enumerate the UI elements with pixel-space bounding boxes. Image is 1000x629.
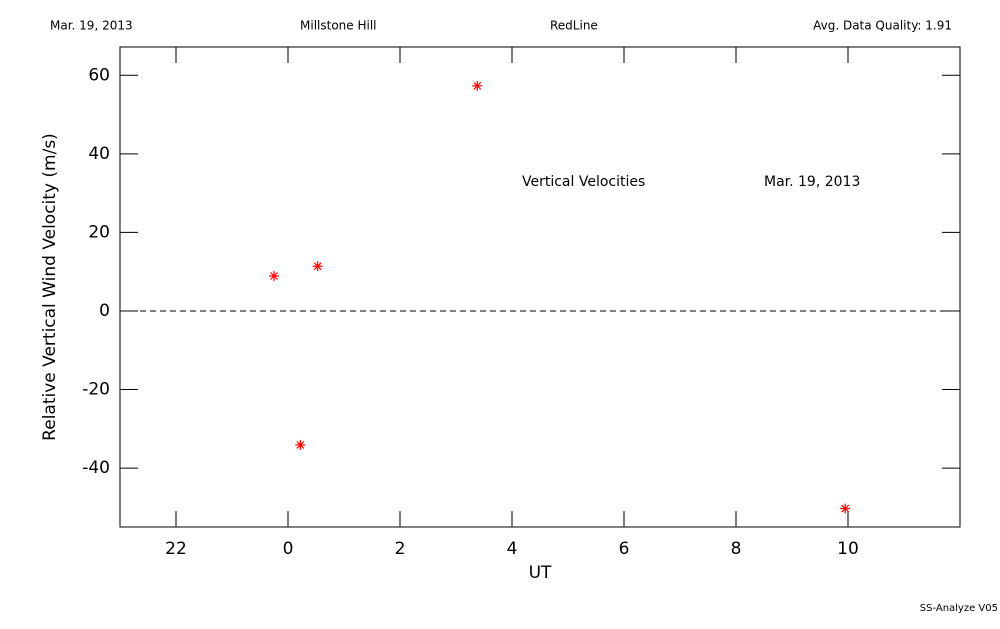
point-stroke	[296, 440, 305, 449]
point-stroke	[841, 504, 850, 513]
x-tick-label: 6	[619, 539, 630, 559]
point	[840, 503, 851, 514]
point-stroke	[473, 81, 482, 90]
point	[312, 261, 323, 272]
header-line: RedLine	[550, 19, 598, 33]
header-site: Millstone Hill	[300, 19, 376, 33]
y-tick-label: 0	[99, 301, 110, 321]
point	[295, 439, 306, 450]
annotation: Vertical Velocities	[522, 174, 645, 190]
footer: SS-Analyze V05	[920, 603, 998, 614]
point	[269, 271, 279, 282]
x-tick-label: 4	[507, 539, 518, 559]
point	[472, 80, 483, 91]
x-tick-label: 10	[837, 539, 859, 559]
y-tick-label: 40	[88, 144, 110, 164]
x-tick-label: 8	[731, 539, 742, 559]
y-tick-label: 60	[88, 65, 110, 85]
x-axis-label: UT	[529, 563, 552, 583]
x-tick-label: 0	[283, 539, 294, 559]
y-tick-label: 20	[88, 222, 110, 242]
point-stroke	[313, 262, 322, 271]
point-stroke	[270, 272, 278, 280]
header-quality: Avg. Data Quality: 1.91	[813, 19, 952, 33]
x-tick-label: 2	[395, 539, 406, 559]
plot-frame	[119, 46, 961, 528]
y-tick-label: -20	[82, 380, 110, 400]
y-tick-label: -40	[82, 458, 110, 478]
annotation: Mar. 19, 2013	[764, 174, 860, 190]
header-date: Mar. 19, 2013	[50, 19, 133, 33]
y-axis-label: Relative Vertical Wind Velocity (m/s)	[40, 133, 60, 441]
x-tick-label: 22	[165, 539, 187, 559]
